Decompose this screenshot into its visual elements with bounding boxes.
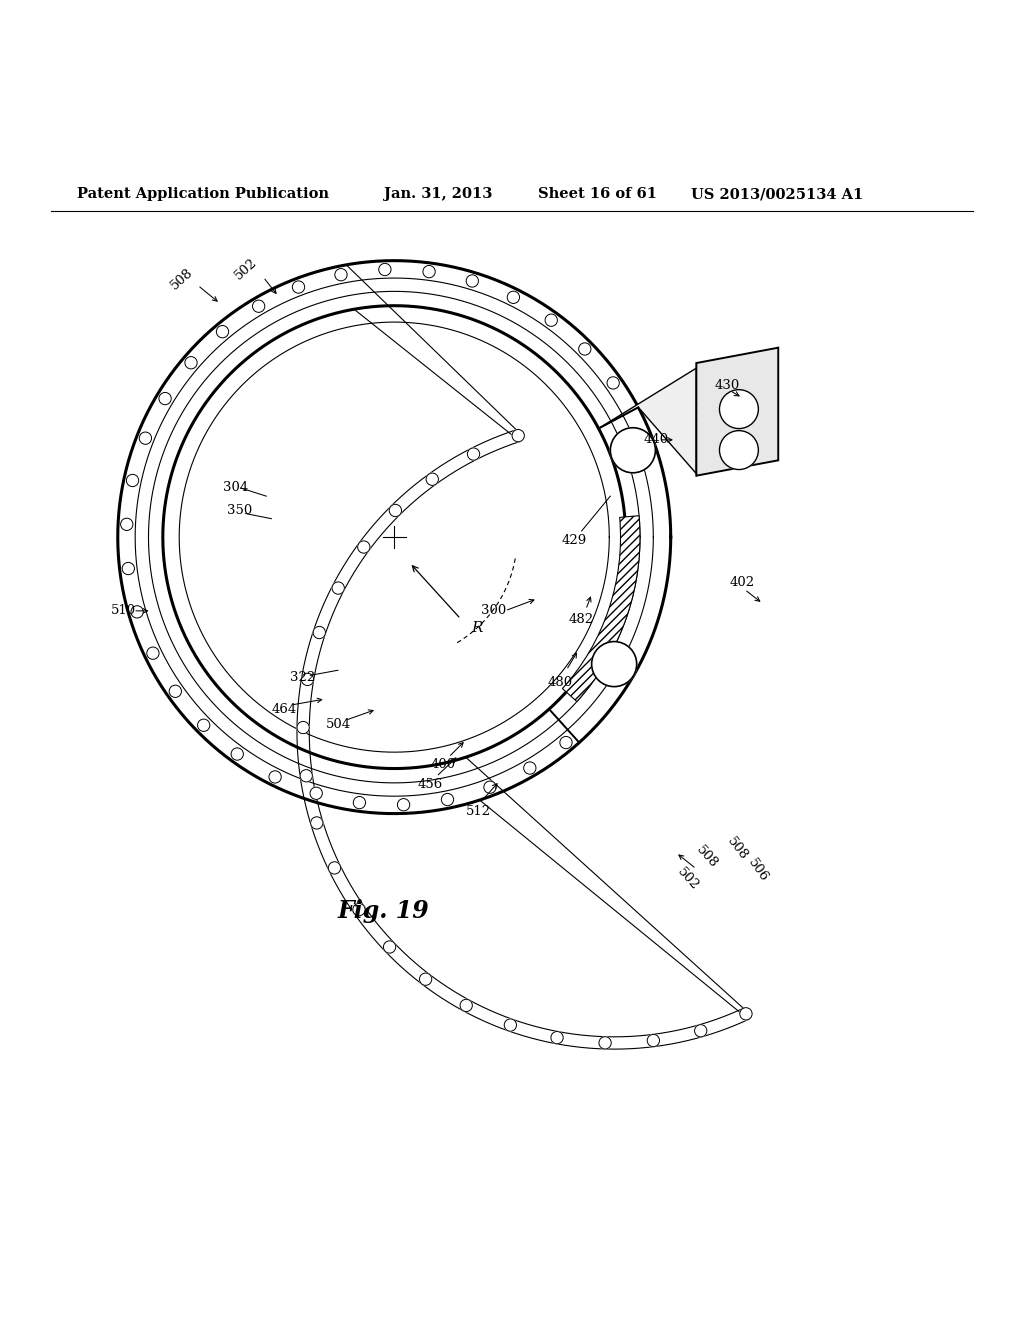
Text: 464: 464 xyxy=(271,702,297,715)
Circle shape xyxy=(647,1035,659,1047)
Text: 510: 510 xyxy=(111,605,136,618)
Circle shape xyxy=(329,862,341,874)
Circle shape xyxy=(131,606,143,618)
Polygon shape xyxy=(696,347,778,475)
Circle shape xyxy=(253,300,265,313)
Circle shape xyxy=(397,799,410,810)
Circle shape xyxy=(332,582,344,594)
Circle shape xyxy=(335,268,347,281)
Text: Sheet 16 of 61: Sheet 16 of 61 xyxy=(538,187,656,201)
Circle shape xyxy=(379,264,391,276)
Circle shape xyxy=(504,1019,516,1031)
Circle shape xyxy=(483,781,496,793)
Text: 456: 456 xyxy=(418,779,443,792)
Circle shape xyxy=(146,647,159,659)
Circle shape xyxy=(507,292,519,304)
Circle shape xyxy=(122,562,134,574)
Text: 402: 402 xyxy=(729,576,755,589)
Text: 508: 508 xyxy=(724,834,751,862)
Circle shape xyxy=(423,265,435,277)
Circle shape xyxy=(426,473,438,486)
Circle shape xyxy=(313,627,326,639)
Circle shape xyxy=(560,737,572,748)
Text: 504: 504 xyxy=(326,718,351,731)
Circle shape xyxy=(607,376,620,389)
Circle shape xyxy=(592,642,637,686)
Circle shape xyxy=(720,430,759,470)
Circle shape xyxy=(545,314,557,326)
Text: 506: 506 xyxy=(745,855,770,884)
Circle shape xyxy=(610,428,655,473)
Text: 429: 429 xyxy=(561,533,587,546)
Circle shape xyxy=(231,748,244,760)
Circle shape xyxy=(159,392,171,405)
Circle shape xyxy=(300,770,312,781)
Text: 440: 440 xyxy=(643,433,669,446)
Circle shape xyxy=(310,787,323,800)
Circle shape xyxy=(310,817,323,829)
Text: Fig. 19: Fig. 19 xyxy=(338,899,430,923)
Circle shape xyxy=(121,519,133,531)
Circle shape xyxy=(579,343,591,355)
Text: 322: 322 xyxy=(290,671,315,684)
Circle shape xyxy=(694,1024,707,1038)
Circle shape xyxy=(460,999,472,1011)
Circle shape xyxy=(466,275,478,288)
Wedge shape xyxy=(562,516,640,701)
Text: 300: 300 xyxy=(481,605,507,618)
Text: 502: 502 xyxy=(232,256,259,282)
Text: 502: 502 xyxy=(675,866,701,892)
Circle shape xyxy=(512,429,524,442)
Text: 430: 430 xyxy=(715,379,740,392)
Text: 400: 400 xyxy=(430,758,456,771)
Circle shape xyxy=(301,673,313,685)
Circle shape xyxy=(441,793,454,805)
Text: 482: 482 xyxy=(568,612,594,626)
Circle shape xyxy=(169,685,181,697)
Text: US 2013/0025134 A1: US 2013/0025134 A1 xyxy=(691,187,863,201)
Circle shape xyxy=(126,474,138,487)
Text: 512: 512 xyxy=(466,805,492,818)
Text: 480: 480 xyxy=(548,676,573,689)
Circle shape xyxy=(293,281,305,293)
Circle shape xyxy=(353,796,366,809)
Circle shape xyxy=(357,541,370,553)
Circle shape xyxy=(523,762,536,774)
Circle shape xyxy=(739,1007,752,1020)
Circle shape xyxy=(139,432,152,445)
Circle shape xyxy=(599,1036,611,1049)
Circle shape xyxy=(551,1031,563,1044)
Circle shape xyxy=(198,719,210,731)
Text: 508: 508 xyxy=(169,265,196,292)
Polygon shape xyxy=(599,368,696,474)
Circle shape xyxy=(216,326,228,338)
Circle shape xyxy=(297,722,309,734)
Circle shape xyxy=(467,447,479,461)
Circle shape xyxy=(389,504,401,516)
Circle shape xyxy=(185,356,198,368)
Circle shape xyxy=(383,941,395,953)
Text: 350: 350 xyxy=(227,504,253,517)
Text: Jan. 31, 2013: Jan. 31, 2013 xyxy=(384,187,493,201)
Text: Patent Application Publication: Patent Application Publication xyxy=(77,187,329,201)
Text: 508: 508 xyxy=(693,843,720,870)
Text: R: R xyxy=(471,622,482,635)
Text: 304: 304 xyxy=(223,482,249,495)
Circle shape xyxy=(269,771,282,783)
Circle shape xyxy=(420,973,432,985)
Circle shape xyxy=(353,903,366,916)
Circle shape xyxy=(720,389,759,429)
